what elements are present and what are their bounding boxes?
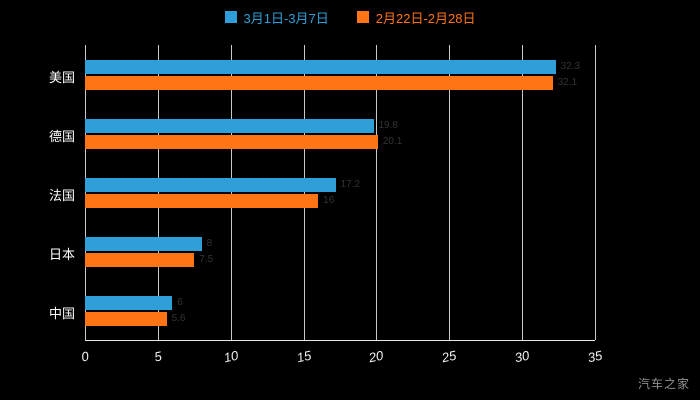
bar-week2[interactable] xyxy=(85,311,167,326)
plot-area: 0 5 10 15 20 25 30 35 美国 32.3 32.1 德国 19.8 20.1 法国 17.2… xyxy=(49,45,604,365)
bar-week1[interactable] xyxy=(85,236,202,251)
legend-label-week1: 3月1日-3月7日 xyxy=(243,10,329,26)
bar-value-label: 19.8 xyxy=(378,119,398,131)
bar-value-label: 20.1 xyxy=(382,135,403,147)
bar-week2[interactable] xyxy=(85,75,553,90)
bar-value-label: 8 xyxy=(206,237,213,249)
bar-week1[interactable] xyxy=(85,118,374,133)
x-axis-tick-label: 20 xyxy=(367,347,386,366)
legend-swatch-blue xyxy=(224,11,237,23)
x-axis-tick-label: 25 xyxy=(440,347,458,366)
x-axis-tick-label: 10 xyxy=(222,347,240,366)
legend-label-week2: 2月22日-2月28日 xyxy=(375,10,476,26)
watermark: 汽车之家 xyxy=(637,377,690,391)
legend-swatch-orange xyxy=(356,11,369,23)
bar-week1[interactable] xyxy=(85,177,336,192)
y-axis-category-label: 中国 xyxy=(48,305,75,321)
x-axis-tick-label: 0 xyxy=(79,348,91,365)
gridline xyxy=(85,45,86,340)
gridline xyxy=(449,45,451,340)
bar-value-label: 5.6 xyxy=(171,312,186,324)
y-axis-category-label: 德国 xyxy=(48,128,75,144)
bar-week1[interactable] xyxy=(85,295,173,310)
gridline xyxy=(303,45,305,340)
y-axis-category-label: 美国 xyxy=(48,69,75,85)
bar-week2[interactable] xyxy=(85,193,319,208)
gridline xyxy=(376,45,378,340)
bar-week1[interactable] xyxy=(85,59,556,74)
bar-value-label: 32.1 xyxy=(557,76,578,88)
bar-week2[interactable] xyxy=(85,134,378,149)
bar-week2[interactable] xyxy=(85,252,195,267)
x-axis-tick-label: 15 xyxy=(294,347,313,366)
bar-value-label: 17.2 xyxy=(340,178,361,190)
gridline xyxy=(595,45,596,340)
legend-item-week1[interactable]: 3月1日-3月7日 xyxy=(224,8,329,27)
x-axis-tick-label: 30 xyxy=(513,347,531,366)
y-axis-category-label: 日本 xyxy=(48,246,75,262)
legend-item-week2[interactable]: 2月22日-2月28日 xyxy=(356,8,476,27)
gridline xyxy=(230,45,232,340)
bar-value-label: 6 xyxy=(177,296,183,308)
x-axis-tick-label: 35 xyxy=(586,347,604,366)
x-axis-tick-label: 5 xyxy=(152,348,163,365)
y-axis-category-label: 法国 xyxy=(48,187,75,203)
gridline xyxy=(157,45,159,340)
bar-value-label: 7.5 xyxy=(199,253,214,265)
chart-legend: 3月1日-3月7日 2月22日-2月28日 xyxy=(0,6,700,28)
gridline xyxy=(522,45,524,340)
bar-value-label: 32.3 xyxy=(560,60,581,72)
bar-value-label: 16 xyxy=(323,194,335,206)
